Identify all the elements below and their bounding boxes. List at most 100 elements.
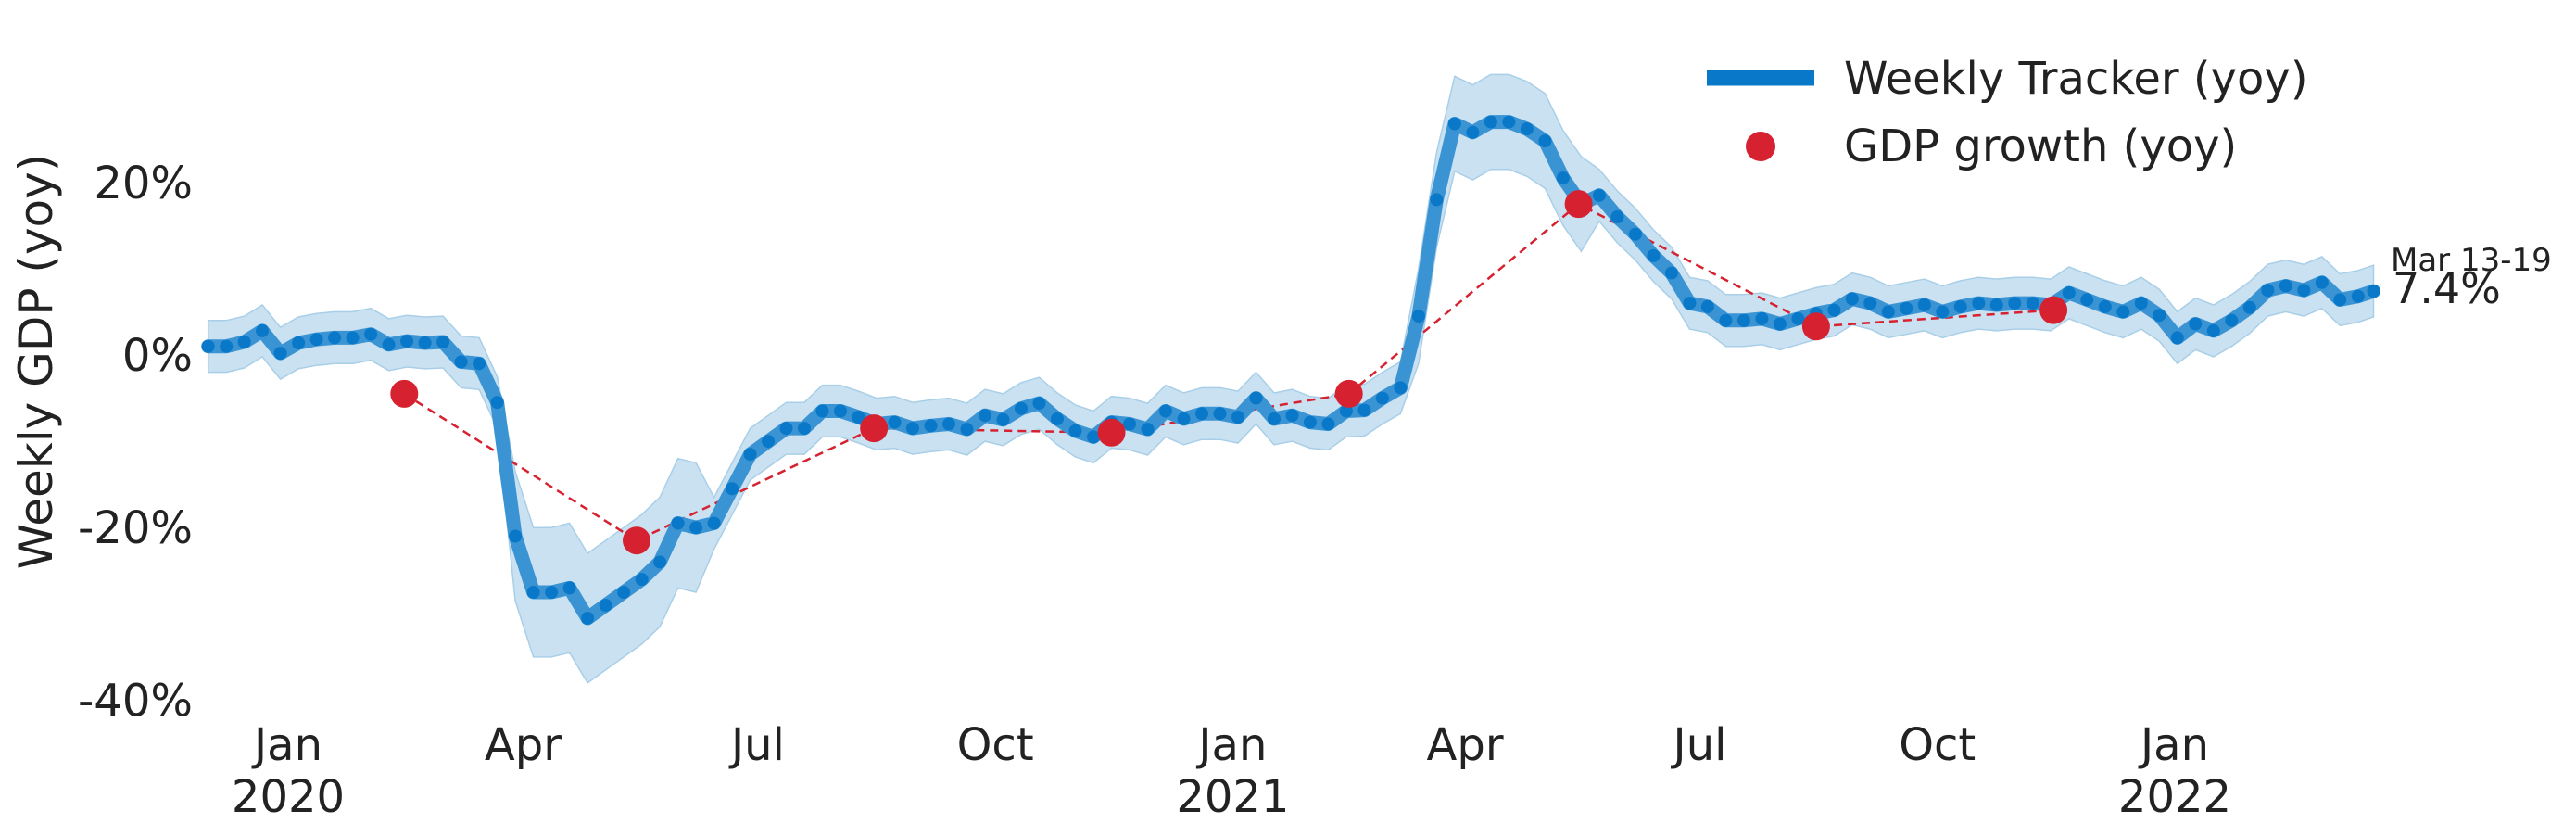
tracker-point: [2062, 286, 2076, 299]
tracker-point: [906, 422, 919, 436]
tracker-point: [1032, 397, 1046, 411]
tracker-point: [1484, 115, 1497, 129]
tracker-point: [1177, 412, 1191, 425]
tracker-point: [960, 423, 974, 437]
tracker-point: [1791, 311, 1805, 325]
tracker-point: [490, 396, 504, 410]
tracker-point: [1538, 134, 1552, 148]
tracker-point: [1647, 248, 1661, 262]
tracker-point: [2279, 279, 2292, 293]
tracker-point: [509, 529, 523, 543]
tracker-point: [346, 331, 360, 345]
x-tick-label: Jan: [2138, 719, 2209, 771]
tracker-point: [1447, 117, 1461, 131]
tracker-point: [1249, 391, 1263, 405]
tracker-point: [1015, 401, 1028, 415]
tracker-point: [1700, 299, 1714, 313]
tracker-point: [599, 599, 612, 612]
tracker-point: [328, 331, 342, 345]
tracker-point: [689, 521, 703, 535]
tracker-point: [1502, 115, 1516, 129]
tracker-point: [418, 336, 432, 349]
tracker-series: [201, 115, 2380, 626]
tracker-point: [220, 339, 234, 353]
last-period-label: Mar 13-19: [2391, 242, 2552, 279]
tracker-point: [201, 339, 215, 353]
tracker-point: [2153, 309, 2166, 323]
tracker-point: [562, 581, 576, 595]
tracker-confidence-band: [207, 73, 2375, 684]
tracker-point: [545, 586, 559, 599]
tracker-point: [1900, 301, 1913, 315]
tracker-point: [1466, 125, 1480, 139]
tracker-point: [743, 448, 757, 462]
tracker-point: [2189, 317, 2203, 331]
tracker-point: [779, 422, 793, 436]
tracker-point: [292, 336, 306, 349]
tracker-point: [400, 335, 414, 348]
tracker-point: [1520, 122, 1534, 136]
tracker-point: [924, 419, 938, 433]
tracker-point: [1303, 415, 1317, 429]
tracker-point: [1123, 417, 1136, 431]
tracker-point: [762, 435, 776, 449]
tracker-point: [473, 357, 486, 371]
tracker-point: [617, 586, 631, 599]
x-tick-label: Jul: [728, 719, 785, 771]
tracker-point: [1664, 266, 1678, 280]
tracker-point: [1719, 313, 1733, 327]
gdp-point: [1564, 190, 1593, 219]
gdp-point: [1801, 312, 1830, 341]
tracker-point: [1321, 417, 1335, 431]
tracker-point: [1195, 407, 1208, 421]
last-value-label: 7.4%: [2393, 263, 2501, 313]
tracker-point: [2134, 297, 2148, 310]
tracker-point: [309, 333, 323, 347]
tracker-point: [635, 573, 649, 587]
gdp-point: [623, 526, 650, 555]
tracker-point: [1411, 310, 1425, 323]
tracker-point: [2261, 284, 2275, 298]
tracker-point: [834, 404, 847, 418]
tracker-point: [436, 336, 450, 348]
tracker-point: [2098, 299, 2112, 313]
tracker-point: [237, 336, 251, 348]
tracker-point: [852, 411, 865, 424]
y-tick-label: 0%: [122, 330, 193, 382]
tracker-point: [1213, 407, 1227, 421]
legend-tracker-label: Weekly Tracker (yoy): [1844, 53, 2308, 105]
tracker-point: [2080, 293, 2094, 307]
tracker-point: [1736, 313, 1750, 327]
gdp-line: [403, 202, 2054, 542]
x-tick-label: Jul: [1671, 719, 1727, 771]
tracker-point: [1917, 298, 1931, 311]
tracker-point: [2333, 293, 2347, 307]
tracker-point: [2026, 297, 2039, 310]
tracker-point: [1628, 227, 1642, 241]
legend-gdp-label: GDP growth (yoy): [1844, 120, 2237, 172]
tracker-point: [979, 409, 991, 423]
tracker-point: [2351, 289, 2365, 303]
tracker-point: [2008, 297, 2022, 310]
tracker-point: [707, 516, 721, 530]
tracker-point: [581, 612, 595, 625]
tracker-point: [1610, 210, 1624, 223]
tracker-point: [888, 415, 902, 429]
x-tick-label: Jan: [251, 719, 322, 771]
tracker-band-area: [207, 73, 2375, 684]
tracker-point: [2242, 300, 2256, 314]
tracker-point: [1845, 292, 1859, 306]
tracker-point: [1972, 297, 1986, 310]
tracker-point: [1051, 412, 1064, 425]
tracker-point: [382, 337, 396, 351]
tracker-point: [1755, 311, 1769, 325]
tracker-point: [2367, 285, 2380, 298]
tracker-point: [2297, 284, 2311, 298]
tracker-point: [653, 555, 667, 569]
tracker-point: [1953, 299, 1967, 313]
legend: Weekly Tracker (yoy) GDP growth (yoy): [1707, 53, 2308, 172]
tracker-point: [671, 516, 685, 530]
x-tick-year-label: 2021: [1176, 771, 1289, 823]
tracker-point: [1989, 298, 2003, 311]
y-axis: 20% 0% -20% -40%: [78, 158, 193, 728]
